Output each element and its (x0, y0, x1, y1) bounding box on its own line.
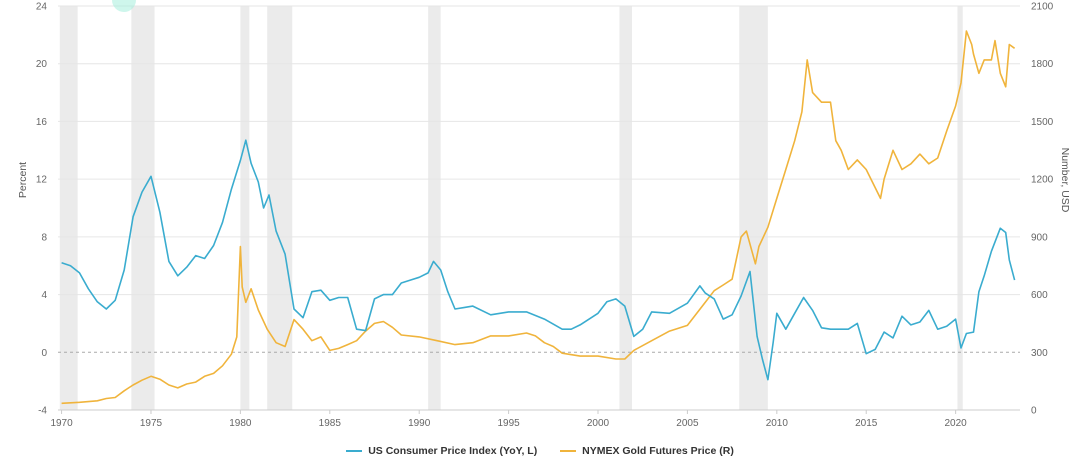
x-tick-label: 2010 (766, 418, 789, 429)
right-tick-label: 1500 (1031, 117, 1054, 128)
right-tick-label: 900 (1031, 232, 1048, 243)
left-tick-label: 8 (41, 232, 47, 243)
right-tick-label: 0 (1031, 406, 1037, 417)
legend-label-cpi: US Consumer Price Index (YoY, L) (368, 445, 538, 457)
gold-line (61, 30, 1016, 405)
x-axis-ticks: 1970 1975 1980 1985 1990 1995 2000 2005 2010 2015… (50, 410, 967, 429)
left-tick-label: 24 (36, 2, 48, 13)
cpi-line (61, 139, 1016, 381)
recession-band-6 (739, 6, 768, 410)
right-y-axis-ticks: 0 300 600 900 1200 1500 1800 2100 (1031, 2, 1054, 417)
recession-band-5 (619, 6, 632, 410)
highlight-dot (112, 0, 136, 12)
legend-swatch-gold (560, 450, 577, 452)
left-axis-title: Percent (17, 162, 29, 198)
legend-swatch-cpi (346, 450, 363, 452)
right-axis-title: Number, USD (1059, 148, 1071, 213)
x-tick-label: 2020 (945, 418, 968, 429)
left-tick-label: 16 (36, 117, 48, 128)
left-tick-label: 12 (36, 175, 48, 186)
recession-bands (59, 6, 963, 410)
x-tick-label: 1975 (140, 418, 163, 429)
left-tick-label: -4 (38, 406, 47, 417)
left-tick-label: 0 (41, 348, 47, 359)
right-tick-label: 1800 (1031, 59, 1054, 70)
recession-band-0 (59, 6, 78, 410)
left-tick-label: 4 (41, 290, 47, 301)
x-tick-label: 1980 (229, 418, 252, 429)
x-tick-label: 1990 (408, 418, 431, 429)
right-tick-label: 300 (1031, 348, 1048, 359)
left-y-axis-ticks: -4 0 4 8 12 16 20 24 (36, 2, 48, 417)
legend: US Consumer Price Index (YoY, L) NYMEX G… (0, 443, 1080, 457)
x-tick-label: 1985 (319, 418, 342, 429)
x-tick-label: 1995 (497, 418, 520, 429)
legend-item-gold[interactable]: NYMEX Gold Futures Price (R) (560, 445, 734, 457)
x-tick-label: 2000 (587, 418, 610, 429)
right-tick-label: 1200 (1031, 175, 1054, 186)
x-tick-label: 1970 (50, 418, 73, 429)
recession-band-1 (131, 6, 155, 410)
right-tick-label: 2100 (1031, 2, 1054, 13)
recession-band-4 (428, 6, 441, 410)
right-tick-label: 600 (1031, 290, 1048, 301)
legend-item-cpi[interactable]: US Consumer Price Index (YoY, L) (346, 445, 537, 457)
recession-band-7 (957, 6, 963, 410)
legend-label-gold: NYMEX Gold Futures Price (R) (582, 445, 734, 457)
recession-band-2 (240, 6, 250, 410)
x-tick-label: 2005 (676, 418, 699, 429)
series-lines (61, 30, 1016, 405)
left-tick-label: 20 (36, 59, 48, 70)
x-tick-label: 2015 (855, 418, 878, 429)
